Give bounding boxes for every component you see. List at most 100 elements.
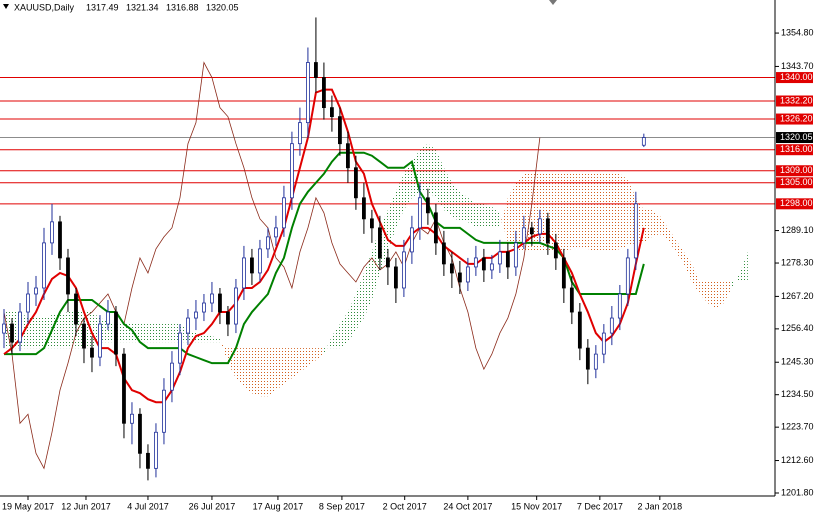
candle-body xyxy=(473,257,478,268)
cloud-segment xyxy=(723,281,732,304)
cloud-segment xyxy=(83,312,92,349)
candle-body xyxy=(154,431,158,469)
cloud-segment xyxy=(451,182,460,222)
candle-body xyxy=(90,347,94,358)
menu-marker[interactable] xyxy=(3,4,9,9)
current-price-box xyxy=(776,132,813,144)
cloud-segment xyxy=(659,215,668,240)
candle-body xyxy=(409,227,414,253)
x-tick-label: 17 Aug 2017 xyxy=(253,501,304,511)
candle-body xyxy=(465,266,470,283)
cloud-segment xyxy=(179,324,188,343)
candle-body xyxy=(370,218,374,229)
candle-body xyxy=(441,242,446,265)
cloud-segment xyxy=(107,321,116,343)
candle-body xyxy=(505,251,510,268)
level-label-box xyxy=(776,177,813,189)
candle-body xyxy=(258,248,262,274)
candle-body xyxy=(234,287,238,325)
y-tick-label: 1354.80 xyxy=(781,27,814,37)
cloud-segment xyxy=(171,324,180,343)
cloud-segment xyxy=(347,293,356,343)
cloud-segment xyxy=(691,263,700,294)
candle-body xyxy=(497,251,502,265)
candle-body xyxy=(34,287,38,295)
cloud-segment xyxy=(507,182,516,249)
plot-area xyxy=(0,17,775,481)
cloud-segment xyxy=(539,173,548,252)
shift-marker xyxy=(549,0,557,5)
cloud-segment xyxy=(155,324,164,343)
x-tick-label: 8 Sep 2017 xyxy=(319,501,365,511)
cloud-segment xyxy=(243,348,252,394)
candle-body xyxy=(545,218,550,244)
cloud-segment xyxy=(563,173,572,252)
cloud-segment xyxy=(11,312,20,349)
ohlc-low: 1316.88 xyxy=(166,2,199,12)
x-tick-label: 4 Jul 2017 xyxy=(127,501,169,511)
chart-title: XAUUSD,Daily xyxy=(14,2,75,12)
candle-body xyxy=(362,197,366,220)
cloud-segment xyxy=(363,251,372,319)
x-tick-label: 15 Nov 2017 xyxy=(511,501,562,511)
y-tick-label: 1267.20 xyxy=(781,291,814,301)
cloud-segment xyxy=(35,318,44,349)
candle-body xyxy=(50,221,54,244)
x-tick-label: 7 Dec 2017 xyxy=(577,501,623,511)
candle-body xyxy=(330,107,334,118)
x-tick-label: 26 Jul 2017 xyxy=(189,501,236,511)
level-label-box xyxy=(776,72,813,84)
cloud-segment xyxy=(715,281,724,310)
candle-body xyxy=(561,257,566,289)
candle-body xyxy=(481,257,486,271)
level-label-box xyxy=(776,165,813,177)
y-tick-label: 1245.30 xyxy=(781,357,814,367)
candle-body xyxy=(138,413,142,454)
cloud-segment xyxy=(683,251,692,282)
level-label: 1332.20 xyxy=(780,95,813,105)
candle-body xyxy=(449,263,454,274)
candle-body xyxy=(433,212,438,244)
candle-body xyxy=(306,62,310,124)
candle-body xyxy=(58,221,62,259)
candle-body xyxy=(242,257,246,289)
cloud-segment xyxy=(595,173,604,252)
cloud-segment xyxy=(499,197,508,243)
candle-body xyxy=(609,317,614,334)
candle-body xyxy=(250,257,254,274)
level-label-box xyxy=(776,113,813,125)
cloud-segment xyxy=(299,348,308,373)
candle-body xyxy=(298,122,302,145)
y-tick-label: 1256.40 xyxy=(781,323,814,333)
cloud-segment xyxy=(211,336,220,343)
candle-body xyxy=(625,257,630,295)
y-tick-label: 1234.50 xyxy=(781,389,814,399)
candle-body xyxy=(10,323,14,343)
candle-body xyxy=(314,62,318,78)
candle-body xyxy=(114,311,118,355)
candle-body xyxy=(513,242,518,268)
ohlc-close: 1320.05 xyxy=(206,2,239,12)
y-tick-label: 1223.70 xyxy=(781,422,814,432)
cloud-segment xyxy=(403,161,412,210)
candle-body xyxy=(585,347,590,370)
candle-body xyxy=(266,236,270,250)
candle-body xyxy=(322,77,326,109)
candle-body xyxy=(274,227,278,238)
x-tick-label: 2 Jan 2018 xyxy=(638,501,683,511)
level-label: 1305.00 xyxy=(780,177,813,187)
indicator-line xyxy=(3,61,541,470)
cloud-segment xyxy=(619,173,628,249)
cloud-segment xyxy=(459,191,468,222)
cloud-segment xyxy=(699,281,708,304)
indicator-line xyxy=(3,151,645,365)
candle-body xyxy=(2,323,6,334)
candle-body xyxy=(489,263,494,271)
level-label-box xyxy=(776,198,813,210)
cloud-segment xyxy=(571,173,580,249)
cloud-segment xyxy=(139,324,148,343)
candle-body xyxy=(106,311,110,325)
cloud-segment xyxy=(59,312,68,349)
cloud-segment xyxy=(227,348,236,379)
